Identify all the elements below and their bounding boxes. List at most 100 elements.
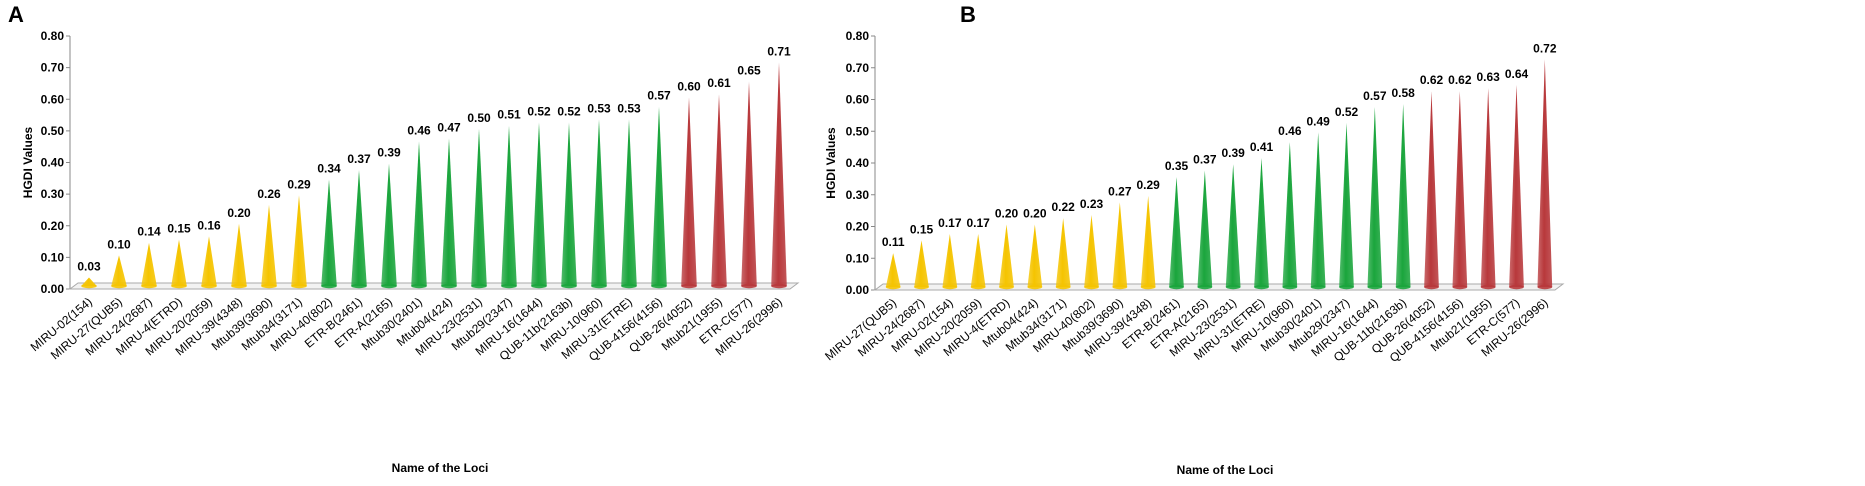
bar xyxy=(914,240,929,287)
bar xyxy=(1282,141,1298,287)
bar xyxy=(1169,176,1184,287)
y-tick-label: 0.20 xyxy=(846,220,870,234)
bar xyxy=(681,97,697,286)
panel-letter-b: B xyxy=(960,2,976,27)
bar xyxy=(621,119,637,286)
bar xyxy=(1225,164,1241,287)
bar xyxy=(471,128,487,286)
data-label: 0.22 xyxy=(1051,200,1075,214)
data-label: 0.15 xyxy=(910,222,934,236)
y-axis-title: HGDI Values xyxy=(21,127,35,199)
data-label: 0.53 xyxy=(587,101,611,115)
data-label: 0.57 xyxy=(647,89,671,103)
bar xyxy=(1339,122,1354,288)
data-label: 0.46 xyxy=(407,124,431,138)
data-label: 0.14 xyxy=(137,225,161,239)
data-label: 0.10 xyxy=(107,237,131,251)
data-label: 0.35 xyxy=(1165,159,1189,173)
data-label: 0.49 xyxy=(1306,114,1330,128)
data-label: 0.52 xyxy=(1335,105,1359,119)
bar xyxy=(1112,202,1128,287)
x-axis-title: Name of the Loci xyxy=(1177,463,1274,477)
bar xyxy=(651,106,667,286)
bar xyxy=(1055,218,1071,287)
data-label: 0.20 xyxy=(1023,207,1047,221)
chart-floor xyxy=(873,283,1565,291)
y-tick-label: 0.20 xyxy=(41,219,65,233)
data-label: 0.16 xyxy=(197,218,221,232)
chart-floor xyxy=(68,282,800,290)
panel-letter-a: A xyxy=(8,2,24,27)
y-tick-label: 0.70 xyxy=(846,61,870,75)
bar xyxy=(381,163,397,286)
data-label: 0.47 xyxy=(437,120,461,134)
y-axis-title: HGDI Values xyxy=(824,127,838,199)
bar xyxy=(1027,224,1043,287)
data-label: 0.37 xyxy=(347,152,371,166)
data-label: 0.37 xyxy=(1193,153,1217,167)
bar xyxy=(1480,87,1496,287)
bar xyxy=(111,255,127,286)
data-label: 0.58 xyxy=(1391,86,1415,100)
y-tick-label: 0.30 xyxy=(846,188,870,202)
bar xyxy=(351,169,367,286)
data-label: 0.60 xyxy=(677,79,701,93)
y-tick-label: 0.60 xyxy=(41,92,65,106)
bar xyxy=(1084,214,1099,287)
y-tick-label: 0.40 xyxy=(846,156,870,170)
data-label: 0.17 xyxy=(966,216,990,230)
bar xyxy=(970,234,986,287)
data-label: 0.50 xyxy=(467,111,491,125)
data-label: 0.65 xyxy=(737,63,761,77)
data-label: 0.23 xyxy=(1080,197,1104,211)
bar xyxy=(531,122,547,286)
data-label: 0.34 xyxy=(317,161,341,175)
bar xyxy=(711,94,727,287)
data-label: 0.39 xyxy=(377,146,401,160)
bar xyxy=(1537,59,1553,288)
data-label: 0.63 xyxy=(1476,70,1500,84)
bar xyxy=(942,234,958,287)
y-tick-label: 0.50 xyxy=(41,124,65,138)
data-label: 0.62 xyxy=(1420,73,1444,87)
bar xyxy=(999,224,1014,287)
bar xyxy=(171,239,187,286)
data-label: 0.03 xyxy=(77,260,101,274)
chart-panel-b: 0.00 0.10 0.20 0.30 0.40 0.50 0.60 0.70 0.80 0.11… xyxy=(822,29,1565,477)
bar xyxy=(741,81,757,286)
bar xyxy=(231,223,247,286)
data-label: 0.39 xyxy=(1221,146,1245,160)
bar xyxy=(1140,195,1156,287)
bar xyxy=(1452,91,1468,288)
bar xyxy=(141,242,157,286)
data-label: 0.62 xyxy=(1448,73,1472,87)
data-label: 0.46 xyxy=(1278,124,1302,138)
bar xyxy=(81,277,97,286)
bar xyxy=(561,122,577,286)
y-tick-label: 0.80 xyxy=(41,29,65,43)
data-label: 0.20 xyxy=(995,207,1019,221)
bar xyxy=(1367,107,1383,288)
bar xyxy=(1509,84,1524,287)
bar xyxy=(411,141,427,286)
data-label: 0.17 xyxy=(938,216,962,230)
data-label: 0.29 xyxy=(287,177,311,191)
bar xyxy=(441,138,457,286)
bar xyxy=(501,125,517,287)
y-tick-label: 0.50 xyxy=(846,124,870,138)
bar xyxy=(771,62,787,287)
y-tick-label: 0.80 xyxy=(846,29,870,43)
bar xyxy=(1254,157,1269,287)
data-label: 0.52 xyxy=(557,105,581,119)
data-label: 0.72 xyxy=(1533,41,1557,55)
data-label: 0.71 xyxy=(767,44,791,58)
y-tick-label: 0.10 xyxy=(846,251,870,265)
data-label: 0.64 xyxy=(1505,67,1529,81)
bar xyxy=(201,236,217,286)
data-label: 0.27 xyxy=(1108,184,1132,198)
data-label: 0.51 xyxy=(497,108,521,122)
bar xyxy=(1395,103,1411,287)
bar xyxy=(1197,170,1213,287)
bar xyxy=(591,119,607,286)
